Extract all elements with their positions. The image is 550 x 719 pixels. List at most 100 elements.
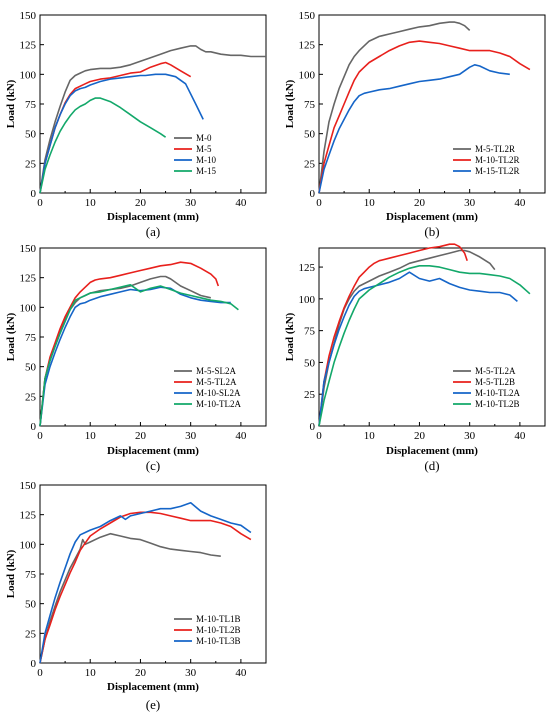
- y-tick-label: 25: [25, 391, 37, 403]
- x-axis-label: Displacement (mm): [107, 445, 199, 457]
- x-tick-label: 10: [364, 197, 376, 209]
- y-tick-label: 75: [25, 569, 37, 581]
- panel-caption: (b): [424, 224, 439, 239]
- legend-label: M-5-TL2R: [475, 144, 515, 154]
- series-line-m-10-tl2a: [39, 283, 239, 427]
- y-tick-label: 150: [20, 10, 37, 22]
- y-tick-label: 125: [20, 273, 37, 285]
- panel-d: 0 10 20 30 40 0 25 50 75 100 125 Displacement (mm) L…: [284, 243, 546, 473]
- legend-label: M-5-TL2A: [196, 377, 237, 387]
- panel-c: 0 10 20 30 40 0 25 50 75 100 125 150 Displacement (m…: [5, 243, 267, 473]
- x-tick-label: 30: [464, 430, 476, 442]
- x-tick-label: 0: [316, 197, 322, 209]
- x-tick-label: 10: [364, 430, 376, 442]
- x-tick-label: 20: [135, 197, 147, 209]
- series-line-m-10: [39, 73, 204, 194]
- legend-label: M-10-TL2B: [475, 399, 520, 409]
- x-tick-label: 30: [464, 197, 476, 209]
- legend-label: M-5-TL2A: [475, 366, 516, 376]
- y-tick-label: 50: [25, 599, 37, 611]
- legend-label: M-0: [196, 133, 212, 143]
- x-tick-label: 20: [414, 197, 426, 209]
- y-tick-label: 100: [20, 69, 37, 81]
- legend-label: M-10-TL2R: [475, 155, 520, 165]
- series-line-m-10-tl3b: [39, 501, 252, 664]
- x-tick-label: 20: [135, 667, 147, 679]
- x-tick-label: 40: [514, 197, 526, 209]
- y-tick-label: 150: [299, 10, 316, 22]
- y-tick-label: 125: [20, 510, 37, 522]
- legend-label: M-10: [196, 155, 216, 165]
- x-tick-label: 40: [514, 430, 526, 442]
- x-tick-label: 30: [185, 667, 197, 679]
- y-tick-label: 100: [20, 539, 37, 551]
- legend-label: M-5-TL2B: [475, 377, 515, 387]
- y-axis-label: Load (kN): [5, 549, 17, 598]
- y-tick-label: 125: [20, 40, 37, 52]
- y-tick-label: 150: [20, 480, 37, 492]
- y-tick-label: 25: [25, 628, 37, 640]
- legend-label: M-5: [196, 144, 212, 154]
- x-tick-label: 20: [414, 430, 426, 442]
- y-tick-label: 125: [299, 262, 316, 274]
- y-tick-label: 75: [304, 326, 316, 338]
- series-line-m-10-tl2b: [318, 264, 531, 427]
- x-tick-label: 40: [235, 430, 247, 442]
- x-axis-label: Displacement (mm): [107, 211, 199, 223]
- x-tick-label: 40: [235, 667, 247, 679]
- y-tick-label: 0: [31, 658, 37, 670]
- x-tick-label: 10: [85, 197, 97, 209]
- x-tick-label: 10: [85, 667, 97, 679]
- y-tick-label: 25: [25, 158, 37, 170]
- x-tick-label: 30: [185, 430, 197, 442]
- x-tick-label: 0: [37, 197, 43, 209]
- y-axis-label: Load (kN): [284, 312, 296, 361]
- x-tick-label: 30: [185, 197, 197, 209]
- series-line-m-10-tl2b: [39, 511, 252, 664]
- panel-a: 0 10 20 30 40 0 25 50 75 100 125 150 Displacement (m…: [5, 10, 267, 239]
- panel-caption: (a): [146, 224, 160, 239]
- y-axis-label: Load (kN): [5, 79, 17, 128]
- x-tick-label: 20: [135, 430, 147, 442]
- series-line-m-15: [39, 97, 167, 194]
- y-tick-label: 50: [304, 357, 316, 369]
- plot-frame: [39, 14, 267, 194]
- panel-caption: (e): [146, 697, 160, 712]
- series-line-m-10-sl2a: [39, 286, 231, 427]
- y-tick-label: 75: [25, 332, 37, 344]
- x-tick-label: 0: [316, 430, 322, 442]
- series-line-m-5-tl2b: [318, 243, 468, 427]
- y-tick-label: 50: [304, 129, 316, 141]
- y-tick-label: 0: [31, 421, 37, 433]
- y-tick-label: 0: [310, 421, 316, 433]
- legend-label: M-10-TL1B: [196, 614, 241, 624]
- panel-caption: (c): [146, 458, 160, 473]
- y-tick-label: 25: [304, 158, 316, 170]
- legend-label: M-15: [196, 166, 216, 176]
- y-tick-label: 25: [304, 389, 316, 401]
- legend-label: M-10-SL2A: [196, 388, 241, 398]
- y-tick-label: 0: [310, 188, 316, 200]
- y-axis-label: Load (kN): [5, 312, 17, 361]
- y-tick-label: 75: [25, 99, 37, 111]
- x-axis-label: Displacement (mm): [107, 681, 199, 693]
- y-tick-label: 100: [299, 69, 316, 81]
- y-tick-label: 100: [20, 302, 37, 314]
- series-line-m-15-tl2r: [318, 64, 510, 194]
- y-tick-label: 50: [25, 129, 37, 141]
- series-line-m-0: [39, 45, 266, 194]
- legend-label: M-5-SL2A: [196, 366, 236, 376]
- x-axis-label: Displacement (mm): [386, 445, 478, 457]
- x-tick-label: 10: [85, 430, 97, 442]
- legend-label: M-10-TL2B: [196, 625, 241, 635]
- x-tick-label: 0: [37, 430, 43, 442]
- legend-label: M-10-TL2A: [475, 388, 520, 398]
- y-axis-label: Load (kN): [284, 79, 296, 128]
- series-line-m-10-tl2r: [318, 40, 531, 194]
- panel-e: 0 10 20 30 40 0 25 50 75 100 125 150 Displacement (m…: [5, 480, 267, 712]
- series-line-m-10-tl2a: [318, 271, 518, 427]
- y-tick-label: 50: [25, 362, 37, 374]
- legend-label: M-10-TL3B: [196, 636, 241, 646]
- y-tick-label: 125: [299, 40, 316, 52]
